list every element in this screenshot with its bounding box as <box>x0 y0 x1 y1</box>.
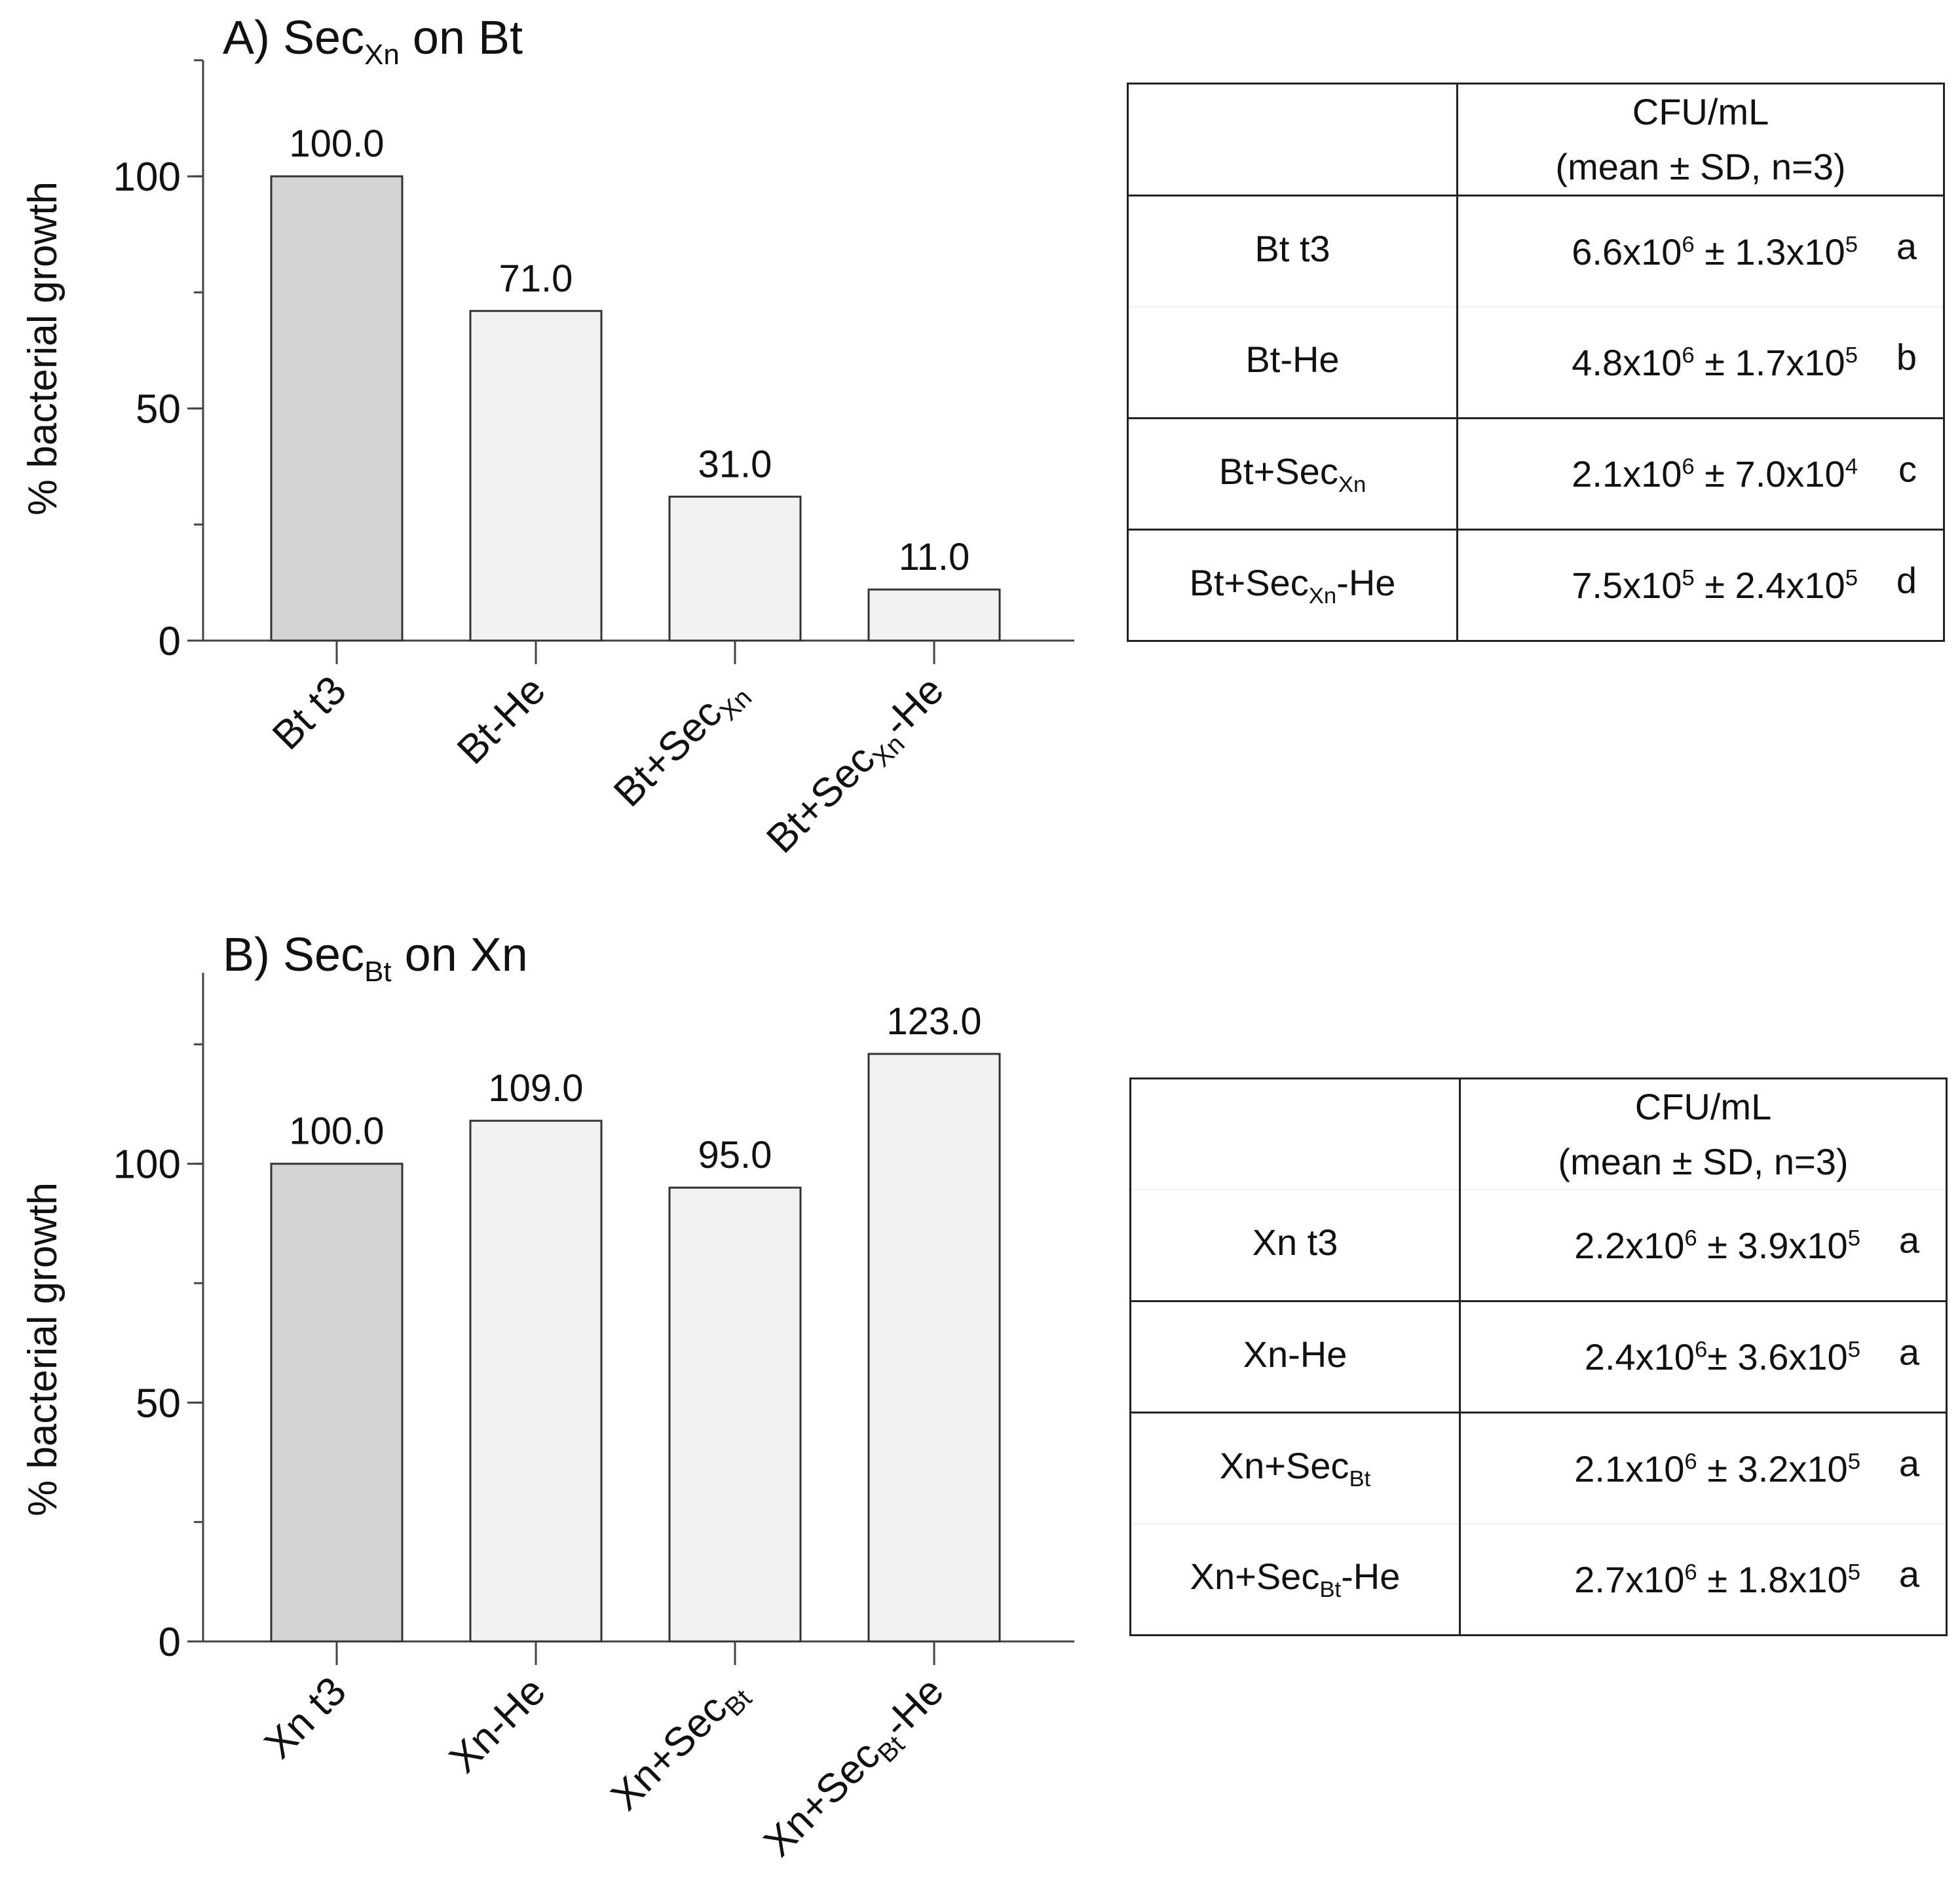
group-letter: a <box>1896 225 1917 267</box>
y-tick-label: 0 <box>159 619 181 664</box>
table-row: Xn t3 2.2x106 ± 3.9x105 a <box>1129 1189 1948 1301</box>
y-tick-label: 100 <box>113 1142 181 1188</box>
row-label: Xn+SecBt-He <box>1129 1524 1461 1636</box>
row-value: 2.4x106± 3.6x105 a <box>1459 1300 1948 1413</box>
x-tick-label: Xn t3 <box>256 1668 355 1767</box>
table-header-line2: (mean ± SD, n=3) <box>1555 146 1846 187</box>
table-row: Xn+SecBt 2.1x106 ± 3.2x105 a <box>1129 1412 1948 1524</box>
bar <box>867 1053 1001 1643</box>
y-axis-label: % bacterial growth <box>20 1182 66 1516</box>
table-row: Xn-He 2.4x106± 3.6x105 a <box>1129 1300 1948 1413</box>
y-tick-label: 50 <box>136 387 181 432</box>
table-header-row: CFU/mL (mean ± SD, n=3) <box>1129 1077 1948 1190</box>
x-tick-label: Bt+SecXn-He <box>758 667 956 866</box>
row-value: 6.6x106 ± 1.3x105 a <box>1456 195 1945 307</box>
marks-b: 0 50 100 100.0 Xn t3 109.0 Xn-He 95.0 Xn+SecBt 12… <box>113 973 1074 1869</box>
bar-value-label: 31.0 <box>698 443 772 485</box>
group-letter: a <box>1898 1442 1919 1484</box>
chart-title-tail: on Xn <box>392 929 528 981</box>
table-row: Bt+SecXn 2.1x106 ± 7.0x104 c <box>1127 417 1945 530</box>
group-letter: b <box>1896 336 1917 378</box>
chart-title-tail: on Bt <box>400 12 523 64</box>
chart-title-sub: Xn <box>364 39 400 71</box>
table-header-empty <box>1129 1077 1461 1190</box>
chart-title: B) SecBt on Xn <box>223 929 528 988</box>
cfu-table-a: CFU/mL (mean ± SD, n=3) Bt t3 6.6x106 ± … <box>1127 83 1945 642</box>
x-tick-label: Bt-He <box>449 667 554 773</box>
group-letter: a <box>1898 1553 1919 1595</box>
bar <box>668 495 802 642</box>
table-header-row: CFU/mL (mean ± SD, n=3) <box>1127 83 1945 197</box>
marks-a: 0 50 100 100.0 Bt t3 71.0 Bt-He 31.0 Bt+SecXn 11.… <box>113 59 1074 866</box>
x-tick-label: Bt t3 <box>264 667 355 758</box>
row-label: Xn-He <box>1129 1300 1461 1413</box>
chart-a: A) SecXn on Bt % bacterial growth 0 50 100… <box>20 12 1074 866</box>
group-letter: a <box>1898 1331 1919 1373</box>
bar-value-label: 71.0 <box>499 257 573 300</box>
panel-b: B) SecBt on Xn % bacterial growth 0 50 100… <box>0 917 1960 1891</box>
row-value: 2.2x106 ± 3.9x105 a <box>1459 1189 1948 1301</box>
row-label: Xn+SecBt <box>1129 1412 1461 1524</box>
group-letter: d <box>1896 559 1917 601</box>
table-header-empty <box>1127 83 1458 197</box>
row-label: Bt-He <box>1127 307 1458 419</box>
bar <box>270 175 404 642</box>
y-axis-label: % bacterial growth <box>20 181 66 515</box>
table-row: Bt t3 6.6x106 ± 1.3x105 a <box>1127 195 1945 307</box>
table-row: Xn+SecBt-He 2.7x106 ± 1.8x105 a <box>1129 1524 1948 1636</box>
bar-value-label: 100.0 <box>289 1110 384 1153</box>
table-header-cfu: CFU/mL (mean ± SD, n=3) <box>1459 1077 1948 1190</box>
y-tick-label: 100 <box>113 155 181 200</box>
bar <box>668 1186 802 1643</box>
table-header-line1: CFU/mL <box>1634 1086 1772 1127</box>
panel-a: A) SecXn on Bt % bacterial growth 0 50 100… <box>0 0 1960 917</box>
x-tick-label: Xn-He <box>441 1668 554 1782</box>
bar <box>469 310 603 642</box>
bar-value-label: 109.0 <box>488 1067 583 1110</box>
x-tick-label: Xn+SecBt <box>603 1668 758 1824</box>
row-label: Bt+SecXn <box>1127 417 1458 530</box>
row-value: 7.5x105 ± 2.4x105 d <box>1456 529 1945 642</box>
table-row: Bt-He 4.8x106 ± 1.7x105 b <box>1127 307 1945 419</box>
bar-value-label: 11.0 <box>899 536 970 578</box>
chart-title: A) SecXn on Bt <box>223 12 523 71</box>
bar <box>270 1163 404 1643</box>
table-header-cfu: CFU/mL (mean ± SD, n=3) <box>1456 83 1945 197</box>
bar <box>469 1119 603 1643</box>
row-value: 2.1x106 ± 3.2x105 a <box>1459 1412 1948 1524</box>
table-row: Bt+SecXn-He 7.5x105 ± 2.4x105 d <box>1127 529 1945 642</box>
row-value: 2.1x106 ± 7.0x104 c <box>1456 417 1945 530</box>
row-label: Bt+SecXn-He <box>1127 529 1458 642</box>
row-value: 4.8x106 ± 1.7x105 b <box>1456 307 1945 419</box>
group-letter: c <box>1898 448 1917 490</box>
cfu-table-b: CFU/mL (mean ± SD, n=3) Xn t3 2.2x106 ± … <box>1129 1077 1948 1636</box>
table-header-line2: (mean ± SD, n=3) <box>1558 1141 1849 1182</box>
x-tick-label: Xn+SecBt-He <box>755 1668 956 1869</box>
group-letter: a <box>1898 1219 1919 1261</box>
table-header-line1: CFU/mL <box>1632 91 1769 132</box>
row-label: Bt t3 <box>1127 195 1458 307</box>
bar-value-label: 123.0 <box>886 1000 981 1043</box>
chart-title-sub: Bt <box>364 956 392 988</box>
chart-title-main: B) Sec <box>223 929 364 981</box>
bar-value-label: 100.0 <box>289 122 384 165</box>
y-tick-label: 50 <box>136 1381 181 1426</box>
chart-b: B) SecBt on Xn % bacterial growth 0 50 100… <box>20 929 1074 1869</box>
chart-title-main: A) Sec <box>223 12 364 64</box>
bar-value-label: 95.0 <box>698 1134 772 1176</box>
bar <box>867 588 1001 642</box>
y-tick-label: 0 <box>159 1620 181 1665</box>
x-tick-label: Bt+SecXn <box>605 667 757 819</box>
row-value: 2.7x106 ± 1.8x105 a <box>1459 1524 1948 1636</box>
row-label: Xn t3 <box>1129 1189 1461 1301</box>
